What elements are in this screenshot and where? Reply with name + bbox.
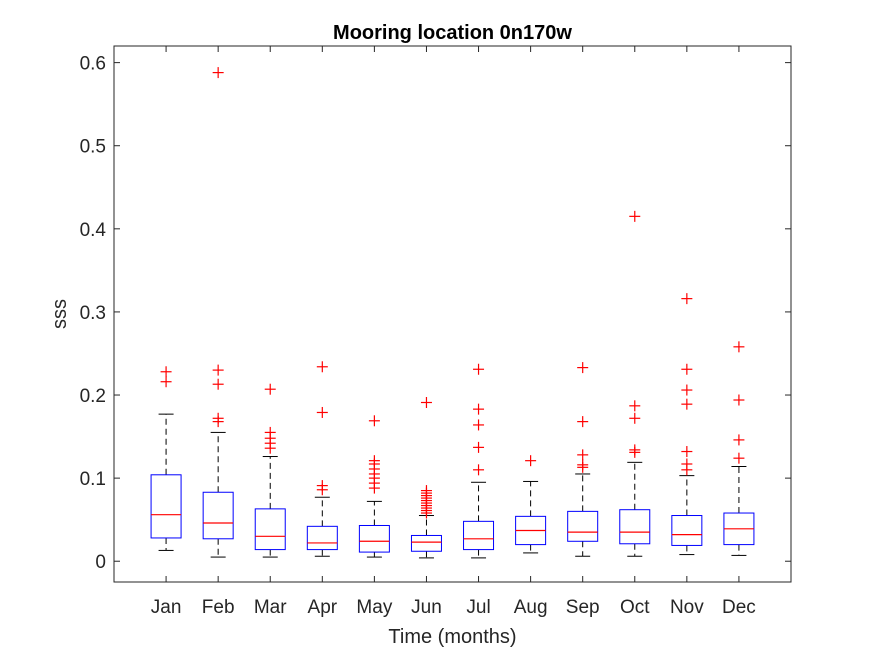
x-tick-label: Oct	[620, 597, 650, 618]
box-sep	[567, 362, 599, 557]
outlier-marker	[525, 455, 537, 467]
box-feb	[202, 67, 234, 558]
outlier-marker	[316, 480, 328, 492]
outlier-marker	[681, 446, 693, 458]
x-tick-label: Aug	[514, 597, 548, 618]
outlier-marker	[681, 293, 693, 305]
y-tick-label: 0.4	[80, 220, 107, 241]
iqr-box	[410, 534, 442, 552]
plot-area	[113, 45, 792, 583]
y-axis-label: sss	[49, 299, 71, 329]
y-tick-label: 0	[95, 552, 106, 573]
outlier-marker	[681, 384, 693, 396]
outlier-marker	[473, 419, 485, 431]
y-tick-label: 0.3	[80, 303, 106, 324]
x-axis: Jan Feb Mar Apr May Jun Jul Aug Sep Oct Nov Dec	[151, 46, 756, 618]
outlier-marker	[733, 394, 745, 406]
box-apr	[306, 361, 338, 557]
iqr-box	[306, 525, 338, 551]
chart-title: Mooring location 0n170w	[333, 22, 572, 44]
outlier-marker	[681, 398, 693, 410]
box-jul	[463, 363, 495, 559]
outlier-marker	[681, 458, 693, 470]
outlier-marker	[212, 378, 224, 390]
x-tick-label: Sep	[566, 597, 600, 618]
outlier-marker	[316, 361, 328, 373]
box-dec	[723, 341, 755, 556]
outlier-marker	[368, 455, 380, 467]
y-axis: 0 0.1 0.2 0.3 0.4 0.5 0.6	[80, 54, 791, 573]
iqr-box	[254, 508, 286, 551]
x-tick-label: Jan	[151, 597, 182, 618]
box-nov	[671, 293, 703, 556]
outlier-marker	[577, 416, 589, 428]
outlier-marker	[629, 412, 641, 424]
iqr-box	[202, 491, 234, 540]
outlier-marker	[629, 210, 641, 222]
outlier-marker	[577, 362, 589, 374]
outlier-marker	[577, 449, 589, 461]
outlier-marker	[264, 426, 276, 438]
outlier-marker	[160, 376, 172, 388]
box-jun	[410, 397, 442, 559]
x-axis-label: Time (months)	[388, 626, 516, 648]
outlier-marker	[733, 452, 745, 464]
outlier-marker	[212, 67, 224, 79]
iqr-box	[463, 520, 495, 551]
x-tick-label: May	[356, 597, 392, 618]
box-jan	[150, 366, 182, 551]
outlier-marker	[420, 485, 432, 497]
y-tick-label: 0.2	[80, 386, 106, 407]
iqr-box	[671, 515, 703, 546]
x-tick-label: Mar	[254, 597, 287, 618]
outlier-marker	[629, 444, 641, 456]
outlier-marker	[473, 441, 485, 453]
box-oct	[619, 210, 651, 557]
outlier-marker	[733, 434, 745, 446]
box-mar	[254, 383, 286, 558]
x-tick-label: Feb	[202, 597, 235, 618]
box-aug	[515, 455, 547, 554]
outlier-marker	[473, 363, 485, 375]
iqr-box	[567, 510, 599, 542]
outlier-marker	[160, 366, 172, 378]
outlier-marker	[420, 397, 432, 409]
outlier-marker	[212, 412, 224, 424]
outlier-marker	[733, 341, 745, 353]
outlier-marker	[264, 383, 276, 395]
outlier-marker	[316, 406, 328, 418]
y-tick-label: 0.5	[80, 137, 106, 158]
y-tick-label: 0.1	[80, 469, 106, 490]
x-tick-label: Apr	[308, 597, 338, 618]
x-tick-label: Jul	[466, 597, 490, 618]
x-tick-label: Jun	[411, 597, 442, 618]
outlier-marker	[473, 403, 485, 415]
box-series	[150, 67, 755, 559]
y-tick-label: 0.6	[80, 54, 106, 75]
iqr-box	[619, 509, 651, 545]
iqr-box	[358, 524, 390, 553]
box-may	[358, 415, 390, 558]
x-tick-label: Dec	[722, 597, 756, 618]
outlier-marker	[212, 364, 224, 376]
outlier-marker	[681, 363, 693, 375]
outlier-marker	[577, 459, 589, 471]
outlier-marker	[473, 464, 485, 476]
x-tick-label: Nov	[670, 597, 704, 618]
iqr-box	[150, 474, 182, 539]
outlier-marker	[368, 415, 380, 427]
outlier-marker	[629, 400, 641, 412]
